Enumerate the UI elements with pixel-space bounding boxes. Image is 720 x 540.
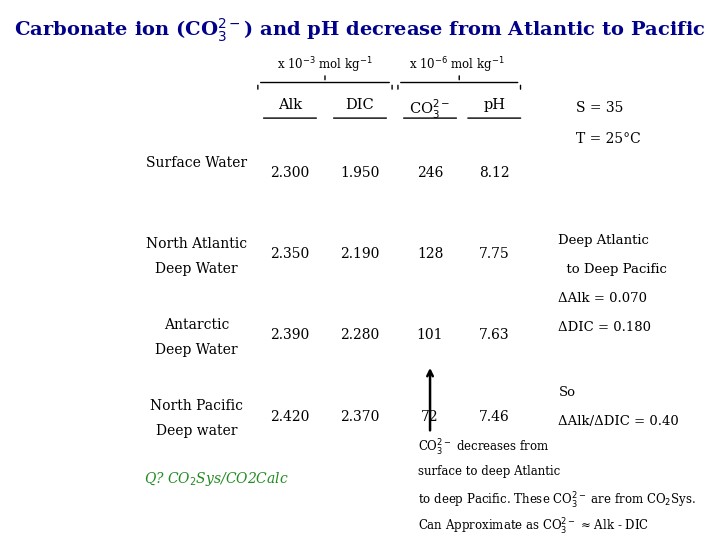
Text: ΔDIC = 0.180: ΔDIC = 0.180 xyxy=(559,321,652,334)
Text: Alk: Alk xyxy=(278,98,302,112)
Text: DIC: DIC xyxy=(346,98,374,112)
Text: ΔAlk/ΔDIC = 0.40: ΔAlk/ΔDIC = 0.40 xyxy=(559,415,679,428)
Text: ΔAlk = 0.070: ΔAlk = 0.070 xyxy=(559,292,647,305)
Text: 7.46: 7.46 xyxy=(479,410,510,423)
Text: Deep Atlantic: Deep Atlantic xyxy=(559,234,649,247)
Text: 2.300: 2.300 xyxy=(270,166,310,180)
Text: CO$_3^{2-}$: CO$_3^{2-}$ xyxy=(410,98,451,122)
Text: 2.370: 2.370 xyxy=(341,410,379,423)
Text: pH: pH xyxy=(483,98,505,112)
Text: North Atlantic: North Atlantic xyxy=(146,237,247,251)
Text: S = 35: S = 35 xyxy=(576,101,624,115)
Text: to deep Pacific. These CO$_3^{2-}$ are from CO$_2$Sys.: to deep Pacific. These CO$_3^{2-}$ are f… xyxy=(418,491,696,511)
Text: 8.12: 8.12 xyxy=(479,166,510,180)
Text: 101: 101 xyxy=(417,328,444,342)
Text: Surface Water: Surface Water xyxy=(146,156,247,170)
Text: 7.75: 7.75 xyxy=(479,247,510,261)
Text: 7.63: 7.63 xyxy=(479,328,510,342)
Text: 2.350: 2.350 xyxy=(270,247,310,261)
Text: 2.280: 2.280 xyxy=(341,328,379,342)
Text: 1.950: 1.950 xyxy=(341,166,379,180)
Text: x 10$^{-6}$ mol kg$^{-1}$: x 10$^{-6}$ mol kg$^{-1}$ xyxy=(408,55,504,75)
Text: 2.390: 2.390 xyxy=(270,328,310,342)
Text: T = 25°C: T = 25°C xyxy=(576,132,641,146)
Text: So: So xyxy=(559,386,575,399)
Text: Antarctic: Antarctic xyxy=(164,318,229,332)
Text: Deep Water: Deep Water xyxy=(156,343,238,357)
Text: 128: 128 xyxy=(417,247,444,261)
Text: Deep Water: Deep Water xyxy=(156,262,238,276)
Text: Deep water: Deep water xyxy=(156,424,238,438)
Text: 246: 246 xyxy=(417,166,444,180)
Text: Q? CO$_2$Sys/CO2Calc: Q? CO$_2$Sys/CO2Calc xyxy=(144,470,289,488)
Text: surface to deep Atlantic: surface to deep Atlantic xyxy=(418,464,561,477)
Text: x 10$^{-3}$ mol kg$^{-1}$: x 10$^{-3}$ mol kg$^{-1}$ xyxy=(277,55,373,75)
Text: Can Approximate as CO$_3^{2-}$ ≈ Alk - DIC: Can Approximate as CO$_3^{2-}$ ≈ Alk - D… xyxy=(418,517,649,537)
Text: North Pacific: North Pacific xyxy=(150,399,243,413)
Text: to Deep Pacific: to Deep Pacific xyxy=(559,263,667,276)
Text: Carbonate ion (CO$_3^{2-}$) and pH decrease from Atlantic to Pacific: Carbonate ion (CO$_3^{2-}$) and pH decre… xyxy=(14,17,706,44)
Text: 72: 72 xyxy=(421,410,439,423)
Text: 2.420: 2.420 xyxy=(270,410,310,423)
Text: CO$_3^{2-}$ decreases from: CO$_3^{2-}$ decreases from xyxy=(418,438,550,458)
Text: 2.190: 2.190 xyxy=(341,247,379,261)
